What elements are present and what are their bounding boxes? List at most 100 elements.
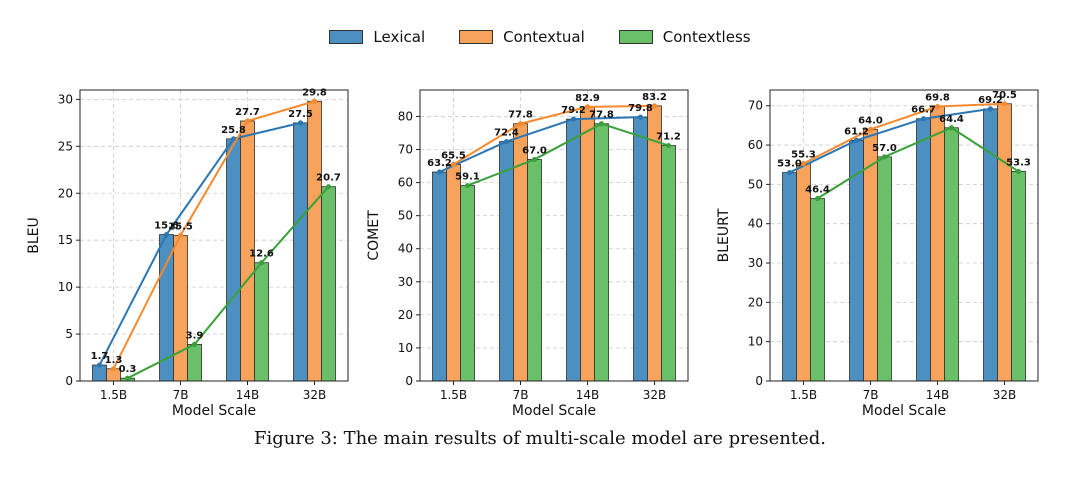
series-line-lexical <box>439 116 641 173</box>
y-tick-label: 30 <box>748 256 763 270</box>
marker-lexical <box>436 169 443 175</box>
series-line-contextual <box>452 104 655 166</box>
bar-contextual <box>930 106 945 382</box>
series-line-contextless <box>816 126 1020 200</box>
bar-lexical <box>226 138 241 382</box>
y-axis-title: COMET <box>366 210 382 261</box>
marker-contextual <box>177 232 184 239</box>
bar-contextless <box>810 198 825 382</box>
bar-lexical <box>633 116 648 382</box>
marker-lexical <box>230 136 237 142</box>
x-tick-label: 14B <box>576 388 600 402</box>
y-tick-label: 20 <box>58 186 73 200</box>
data-label: 77.8 <box>508 110 533 121</box>
series-line-contextless <box>127 186 330 380</box>
bar-lexical <box>432 171 447 382</box>
legend-swatch-contextual <box>459 30 494 44</box>
bar-contextless <box>594 123 609 382</box>
marker-lexical <box>503 138 510 145</box>
legend: Lexical Contextual Contextless <box>0 22 1080 52</box>
data-label: 82.9 <box>575 93 600 104</box>
legend-label-contextual: Contextual <box>503 28 585 46</box>
x-axis-title: Model Scale <box>862 403 946 419</box>
x-axis-title: Model Scale <box>172 403 256 419</box>
data-label: 15.6 <box>154 221 179 232</box>
data-label: 53.0 <box>777 159 802 170</box>
y-axis-title: BLEU <box>26 217 42 254</box>
marker-contextless <box>881 154 888 160</box>
marker-contextless <box>464 182 471 189</box>
marker-contextless <box>1015 168 1022 175</box>
data-label: 79.2 <box>561 105 586 116</box>
marker-contextual <box>110 366 117 372</box>
bar-contextless <box>187 343 202 382</box>
x-tick-label: 32B <box>643 388 667 402</box>
series-line-lexical <box>98 121 301 366</box>
charts-canvas: 1.7 15.6 25.8 27.5 1.3 15.5 27.7 29.8 0.3 3.9 12.6… <box>26 87 1039 419</box>
axes-frame <box>769 89 1039 382</box>
bar-contextual <box>173 235 188 382</box>
series-line-contextual <box>803 102 1005 165</box>
bar-contextless <box>1011 171 1026 382</box>
data-label: 1.7 <box>91 351 109 362</box>
y-tick-label: 0 <box>65 374 73 388</box>
y-tick-label: 0 <box>405 374 413 388</box>
chart-bleurt: 53.0 61.2 66.7 69.2 55.3 64.0 69.8 70.5 46.4 57.0… <box>716 89 1039 419</box>
legend-label-lexical: Lexical <box>373 28 426 46</box>
marker-contextless <box>814 195 821 202</box>
x-tick-label: 7B <box>513 388 529 402</box>
marker-contextless <box>124 375 131 381</box>
marker-contextless <box>665 142 672 149</box>
data-label: 79.8 <box>628 103 653 114</box>
marker-lexical <box>853 137 860 143</box>
bar-contextless <box>661 145 676 382</box>
bar-lexical <box>566 118 581 382</box>
marker-lexical <box>570 116 577 122</box>
series-line-contextless <box>467 122 669 187</box>
marker-lexical <box>96 362 103 368</box>
legend-swatch-lexical <box>329 30 364 44</box>
chart-comet: 63.2 72.4 79.2 79.8 65.5 77.8 82.9 83.2 59.1 67.0… <box>366 89 689 419</box>
axes-frame <box>79 89 349 382</box>
y-tick-label: 20 <box>398 308 413 322</box>
marker-contextless <box>598 121 605 127</box>
y-tick-label: 30 <box>58 92 73 106</box>
legend-item-lexical: Lexical <box>329 22 425 52</box>
y-tick-label: 5 <box>65 327 73 341</box>
bar-contextless <box>944 127 959 382</box>
marker-contextual <box>934 103 941 110</box>
x-tick-label: 14B <box>236 388 260 402</box>
data-label: 0.3 <box>119 364 137 375</box>
y-tick-label: 70 <box>398 143 413 157</box>
data-label: 63.2 <box>427 158 452 169</box>
x-tick-label: 32B <box>993 388 1017 402</box>
marker-contextual <box>244 118 251 124</box>
marker-contextual <box>311 98 318 104</box>
marker-contextless <box>258 260 265 266</box>
data-label: 3.9 <box>186 330 204 341</box>
y-tick-label: 30 <box>398 275 413 289</box>
marker-contextual <box>584 104 591 110</box>
marker-contextual <box>450 161 457 168</box>
data-label: 29.8 <box>302 87 327 98</box>
bar-lexical <box>916 118 931 382</box>
y-tick-label: 0 <box>755 374 763 388</box>
x-tick-label: 14B <box>926 388 950 402</box>
bar-contextless <box>254 262 269 382</box>
bar-contextual <box>796 163 811 382</box>
marker-contextual <box>867 126 874 132</box>
data-label: 66.7 <box>911 105 936 116</box>
figure-caption: Figure 3: The main results of multi-scal… <box>253 428 826 449</box>
marker-contextless <box>325 184 332 190</box>
y-tick-label: 25 <box>58 139 73 153</box>
y-tick-label: 15 <box>58 233 73 247</box>
data-label: 69.2 <box>978 95 1003 106</box>
data-label: 15.5 <box>168 222 193 233</box>
series-line-contextual <box>112 100 315 370</box>
bar-contextual <box>863 128 878 382</box>
marker-lexical <box>163 231 170 238</box>
x-axis-title: Model Scale <box>512 403 596 419</box>
legend-swatch-contextless <box>618 30 653 44</box>
legend-item-contextual: Contextual <box>459 22 585 52</box>
data-label: 65.5 <box>441 150 466 161</box>
